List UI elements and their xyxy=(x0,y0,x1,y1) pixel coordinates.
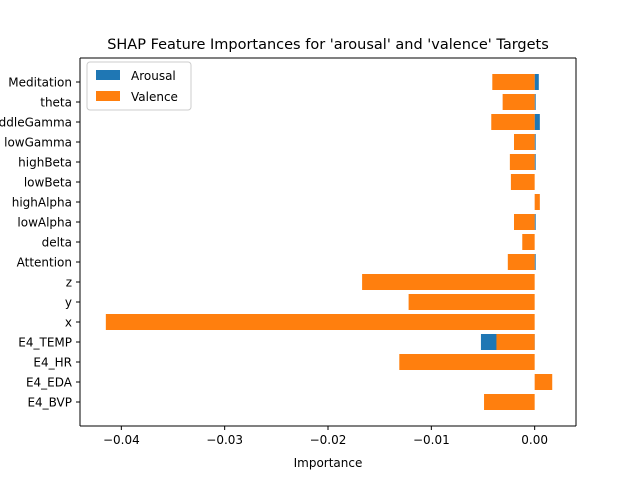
y-tick-label: y xyxy=(65,296,72,310)
y-tick-label: theta xyxy=(40,96,72,110)
y-tick-label: highAlpha xyxy=(12,196,72,210)
bar-arousal-theta xyxy=(535,94,536,110)
y-tick-label: delta xyxy=(42,236,72,250)
legend-label-arousal: Arousal xyxy=(131,69,176,83)
y-tick-label: E4_EDA xyxy=(26,376,73,390)
chart-title: SHAP Feature Importances for 'arousal' a… xyxy=(107,37,549,53)
bar-valence-highbeta xyxy=(510,154,535,170)
y-tick-label: middleGamma xyxy=(0,116,72,130)
bar-valence-lowalpha xyxy=(514,214,535,230)
x-tick-label: −0.04 xyxy=(103,433,140,447)
bar-valence-e4-hr xyxy=(399,354,534,370)
y-tick-label: E4_BVP xyxy=(27,396,72,410)
y-tick-label: lowAlpha xyxy=(17,216,72,230)
y-tick-label: z xyxy=(66,276,72,290)
y-tick-label: lowBeta xyxy=(24,176,72,190)
bar-arousal-middlegamma xyxy=(535,114,540,130)
legend-swatch-arousal xyxy=(96,70,120,80)
legend-label-valence: Valence xyxy=(131,90,178,104)
bar-valence-middlegamma xyxy=(491,114,534,130)
x-tick-label: −0.03 xyxy=(206,433,243,447)
bar-arousal-lowalpha xyxy=(535,214,536,230)
bar-arousal-attention xyxy=(535,254,536,270)
bar-valence-x xyxy=(106,314,535,330)
bar-valence-e4-bvp xyxy=(484,394,535,410)
y-tick-label: E4_TEMP xyxy=(18,336,72,350)
bar-valence-highalpha xyxy=(535,194,540,210)
x-tick-label: 0.00 xyxy=(521,433,548,447)
y-tick-label: lowGamma xyxy=(4,136,72,150)
bar-valence-lowgamma xyxy=(514,134,535,150)
bar-arousal-lowgamma xyxy=(535,134,536,150)
bar-valence-y xyxy=(409,294,535,310)
legend: Arousal Valence xyxy=(87,62,191,110)
y-tick-label: Attention xyxy=(17,256,72,270)
bar-valence-delta xyxy=(522,234,534,250)
x-tick-label: −0.01 xyxy=(413,433,450,447)
bar-valence-z xyxy=(362,274,535,290)
bar-valence-e4-temp xyxy=(496,334,534,350)
bar-valence-theta xyxy=(503,94,535,110)
bar-valence-meditation xyxy=(492,74,534,90)
x-tick-label: −0.02 xyxy=(310,433,347,447)
bar-valence-lowbeta xyxy=(511,174,535,190)
bar-valence-e4-eda xyxy=(535,374,553,390)
bar-arousal-meditation xyxy=(535,74,539,90)
legend-swatch-valence xyxy=(96,91,120,101)
y-tick-label: E4_HR xyxy=(33,356,72,370)
bar-arousal-highbeta xyxy=(535,154,536,170)
y-tick-label: x xyxy=(65,316,72,330)
bar-valence-attention xyxy=(508,254,535,270)
y-tick-label: Meditation xyxy=(8,76,72,90)
x-axis-label: Importance xyxy=(294,456,363,470)
y-tick-label: highBeta xyxy=(18,156,72,170)
